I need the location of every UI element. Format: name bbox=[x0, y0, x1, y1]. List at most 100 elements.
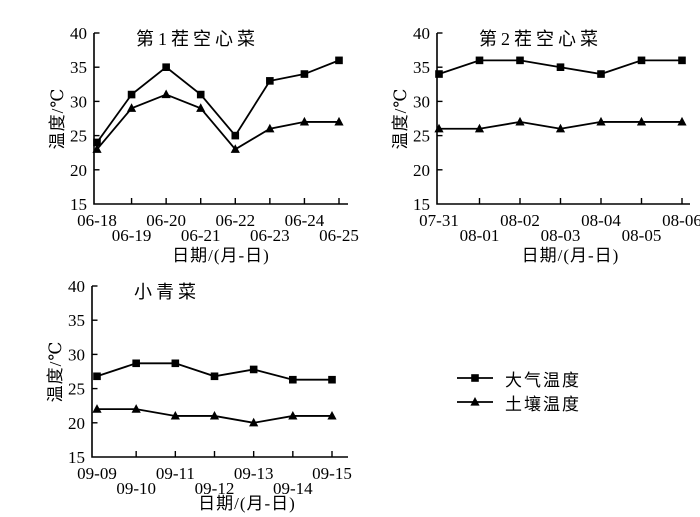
y-tick-label: 30 bbox=[68, 345, 85, 364]
square-marker bbox=[300, 70, 309, 78]
chart-canvas: 15 20 25 30 35 40 06-1806-1906-2006-2106-2206-… bbox=[48, 24, 359, 265]
y-tick-label: 30 bbox=[413, 92, 430, 111]
triangle-legend-glyph bbox=[457, 397, 493, 406]
triangle-marker bbox=[596, 116, 606, 126]
y-tick-label: 15 bbox=[70, 195, 87, 214]
x-tick-label: 06-22 bbox=[215, 211, 255, 230]
axes bbox=[91, 286, 348, 458]
triangle-marker bbox=[677, 116, 687, 126]
y-tick-label: 40 bbox=[70, 24, 87, 43]
square-marker bbox=[328, 375, 336, 384]
chart-crop2-water-spinach: 15 20 25 30 35 40 07-31 08-01 08-02 08-03 08-04 08-… bbox=[390, 8, 700, 267]
chart-canvas: 15202530354007-3108-0108-0208-0308-0408-… bbox=[391, 24, 700, 265]
y-tick-label: 40 bbox=[413, 24, 430, 43]
square-marker bbox=[196, 90, 205, 99]
triangle-marker bbox=[126, 103, 137, 112]
y-tick-label: 35 bbox=[68, 311, 85, 330]
chart-title: 第1茬空心菜 bbox=[136, 29, 259, 49]
x-tick-label: 08-01 bbox=[460, 226, 500, 245]
x-tick-label: 06-20 bbox=[146, 211, 186, 230]
x-tick-label: 09-13 bbox=[234, 464, 274, 483]
square-marker bbox=[556, 63, 565, 71]
square-marker bbox=[266, 77, 274, 85]
triangle-marker bbox=[92, 404, 102, 413]
square-marker bbox=[231, 131, 240, 140]
triangle-marker bbox=[265, 123, 275, 133]
chart-crop1-water-spinach: 15 20 25 30 35 40 06-18 06-19 06-20 06-21 06-22 06-… bbox=[40, 8, 390, 267]
legend-item-soil-temperature: 土壤温度 bbox=[455, 390, 581, 414]
square-marker bbox=[171, 359, 180, 368]
x-tick-label: 08-02 bbox=[500, 211, 540, 230]
legend-label-soil-temperature: 土壤温度 bbox=[505, 394, 581, 414]
triangle-marker bbox=[327, 410, 337, 420]
triangle-marker bbox=[288, 410, 298, 420]
triangle-marker bbox=[196, 103, 206, 112]
y-tick-label: 40 bbox=[68, 277, 85, 296]
triangle-marker bbox=[131, 404, 141, 413]
y-tick-label: 20 bbox=[68, 414, 85, 433]
axes bbox=[93, 33, 348, 205]
x-tick-label: 06-23 bbox=[250, 226, 290, 245]
square-marker bbox=[516, 56, 524, 65]
x-tick-label: 09-11 bbox=[156, 464, 195, 483]
series-line bbox=[96, 93, 339, 151]
square-legend-glyph bbox=[457, 374, 493, 382]
y-tick-label: 20 bbox=[70, 161, 87, 180]
square-marker bbox=[475, 56, 484, 65]
x-tick-label: 08-04 bbox=[581, 211, 621, 230]
x-tick-label: 09-14 bbox=[273, 479, 313, 498]
soil-temperature-series bbox=[434, 116, 687, 133]
y-tick-label: 25 bbox=[70, 127, 87, 146]
y-axis-title: 温度/℃ bbox=[46, 341, 65, 403]
square-marker bbox=[210, 372, 219, 381]
square-marker bbox=[162, 63, 170, 71]
axes bbox=[436, 33, 690, 205]
triangle-marker bbox=[299, 116, 310, 126]
air-temperature-series bbox=[93, 359, 336, 384]
square-marker bbox=[132, 359, 140, 368]
triangle-marker bbox=[474, 123, 485, 133]
triangle-marker bbox=[92, 144, 102, 153]
triangle-marker bbox=[636, 116, 647, 126]
chart-bok-choy: 15 20 25 30 35 40 09-09 09-10 09-11 09-12 09-13 09-… bbox=[40, 270, 390, 517]
x-tick-label: 09-15 bbox=[312, 464, 352, 483]
air-temperature-series bbox=[93, 56, 343, 147]
square-marker bbox=[678, 56, 686, 65]
y-axis-title: 温度/℃ bbox=[48, 88, 67, 150]
triangle-marker bbox=[470, 397, 480, 406]
x-tick-label: 06-18 bbox=[77, 211, 117, 230]
triangle-marker bbox=[249, 417, 259, 427]
y-tick-label: 25 bbox=[68, 380, 85, 399]
square-marker bbox=[249, 365, 258, 374]
square-marker bbox=[597, 70, 605, 78]
soil-temperature-series bbox=[92, 89, 344, 153]
y-tick-label: 35 bbox=[70, 58, 87, 77]
legend-item-air-temperature: 大气温度 bbox=[455, 366, 581, 390]
y-tick-label: 15 bbox=[413, 195, 430, 214]
x-tick-label: 09-09 bbox=[77, 464, 117, 483]
triangle-marker bbox=[170, 410, 180, 420]
x-tick-label: 08-03 bbox=[541, 226, 581, 245]
y-tick-label: 15 bbox=[68, 448, 85, 467]
legend-triangle-marker-icon bbox=[455, 394, 495, 410]
x-axis-title: 日期/(月-日) bbox=[522, 246, 620, 265]
series-line bbox=[96, 59, 340, 143]
x-tick-label: 08-05 bbox=[622, 226, 662, 245]
x-axis-title: 日期/(月-日) bbox=[172, 246, 270, 265]
y-tick-label: 30 bbox=[70, 92, 87, 111]
square-marker bbox=[93, 372, 101, 381]
square-marker bbox=[435, 70, 443, 78]
x-tick-label: 06-21 bbox=[181, 226, 221, 245]
legend-square-marker-icon bbox=[455, 370, 495, 386]
x-tick-label: 09-10 bbox=[116, 479, 156, 498]
x-tick-label: 08-06 bbox=[662, 211, 700, 230]
triangle-marker bbox=[434, 123, 444, 133]
x-tick-label: 07-31 bbox=[419, 211, 459, 230]
square-marker bbox=[637, 56, 646, 65]
soil-temperature-series bbox=[92, 404, 337, 427]
triangle-marker bbox=[209, 410, 220, 420]
y-axis-title: 温度/℃ bbox=[391, 88, 410, 150]
x-tick-label: 06-19 bbox=[112, 226, 152, 245]
x-axis-title: 日期/(月-日) bbox=[198, 494, 296, 513]
